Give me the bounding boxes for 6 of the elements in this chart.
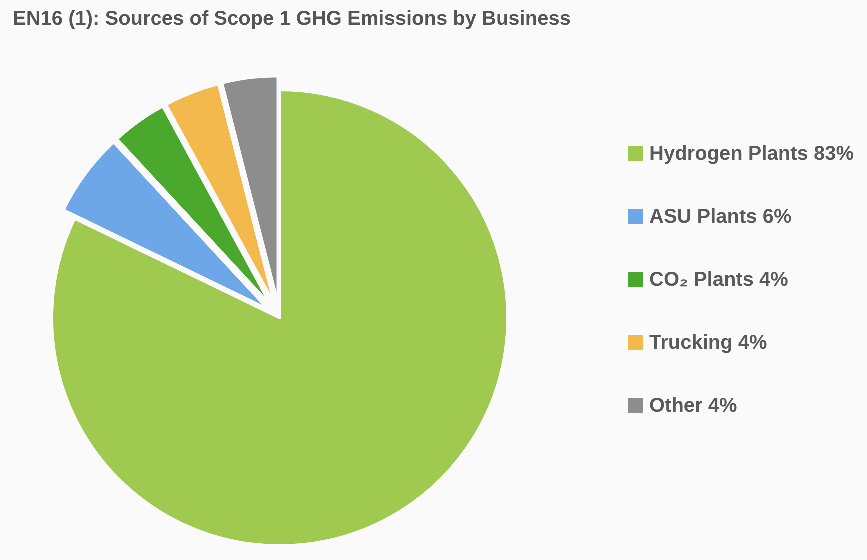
- chart-title: EN16 (1): Sources of Scope 1 GHG Emissions by Business: [13, 8, 571, 30]
- legend-label: Trucking 4%: [650, 332, 768, 354]
- legend-label: Other 4%: [650, 395, 738, 417]
- legend-label: ASU Plants 6%: [650, 206, 792, 228]
- legend-label: Hydrogen Plants 83%: [650, 143, 854, 165]
- legend-label: CO₂ Plants 4%: [650, 269, 789, 291]
